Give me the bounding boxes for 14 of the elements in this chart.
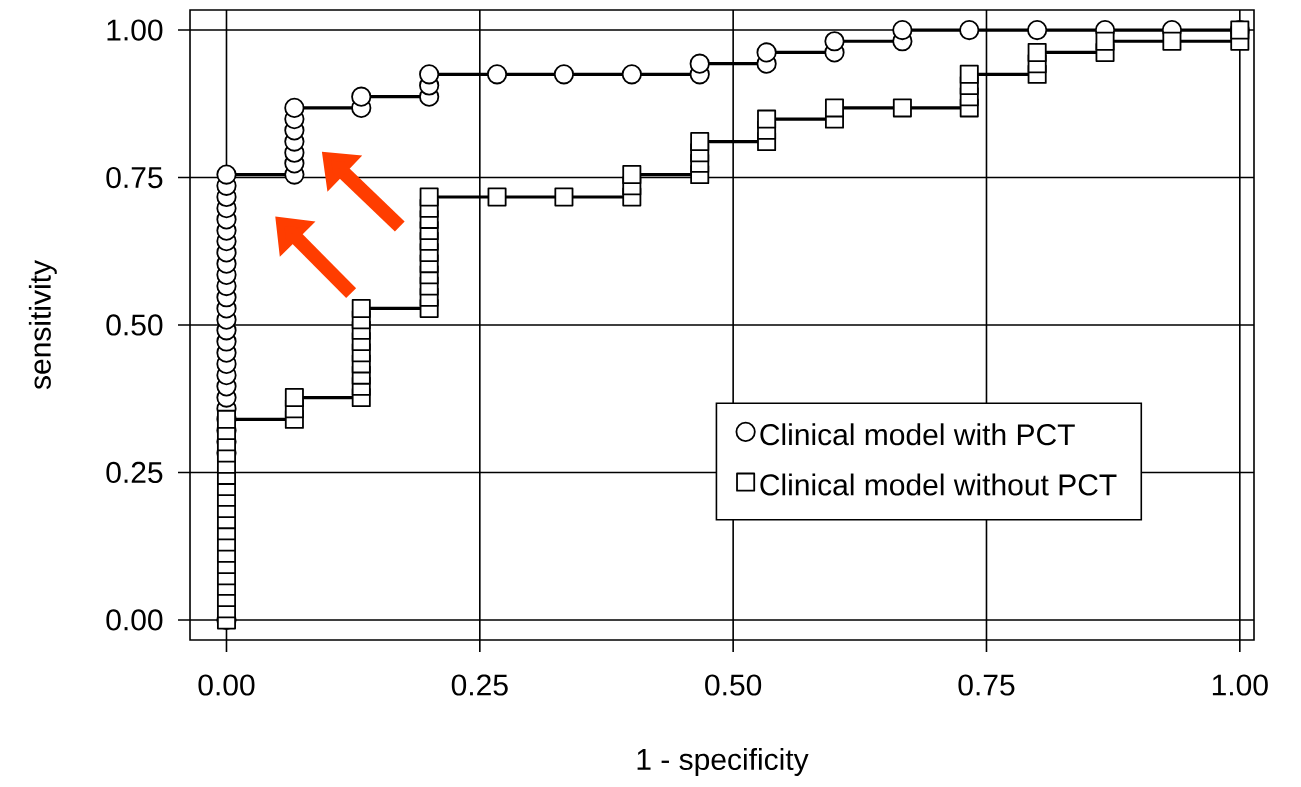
x-axis-title: 1 - specificity [637, 748, 809, 776]
legend-label: Clinical model with PCT [760, 423, 1075, 446]
x-tick-label: 1.00 [1212, 674, 1268, 696]
y-tick-label: 0.25 [106, 461, 163, 484]
x-tick-label: 0.00 [198, 674, 255, 696]
legend-label: Clinical model without PCT [760, 473, 1117, 496]
x-tick-label: 0.75 [958, 674, 1015, 696]
y-tick-label: 0.75 [106, 166, 163, 189]
x-tick-label: 0.25 [451, 674, 508, 696]
y-tick-label: 1.00 [107, 19, 163, 41]
y-tick-label: 0.00 [106, 609, 163, 631]
y-axis-title: sensitivity [28, 260, 57, 390]
y-tick-label: 0.50 [106, 314, 163, 336]
x-tick-label: 0.50 [705, 674, 762, 696]
